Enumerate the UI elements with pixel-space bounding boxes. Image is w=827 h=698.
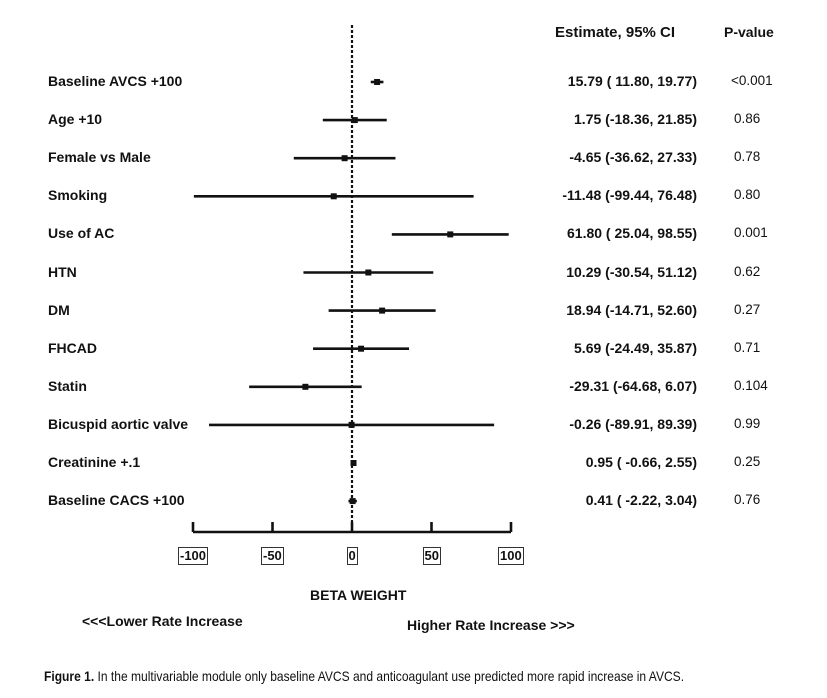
row-label: HTN xyxy=(48,263,77,280)
estimate-ci-value: 10.29 (-30.54, 51.12) xyxy=(566,263,697,280)
caption-text: In the multivariable module only baselin… xyxy=(94,668,685,684)
point-estimate xyxy=(350,460,357,466)
row-label: Baseline AVCS +100 xyxy=(48,73,183,89)
p-value: 0.001 xyxy=(734,225,768,241)
row-label: Age +10 xyxy=(48,111,103,128)
point-estimate xyxy=(348,421,355,428)
p-value: 0.86 xyxy=(734,111,761,127)
p-value: 0.78 xyxy=(734,149,761,165)
pvalue-header: P-value xyxy=(724,24,774,40)
row-label: DM xyxy=(48,301,70,318)
point-estimate xyxy=(358,345,365,352)
point-estimate xyxy=(365,269,372,276)
point-estimate xyxy=(374,79,381,85)
x-tick-label: 0 xyxy=(346,547,358,565)
point-estimate xyxy=(330,193,337,200)
p-value: 0.76 xyxy=(734,492,761,508)
row-label: Bicuspid aortic valve xyxy=(48,415,189,432)
x-tick-label: -100 xyxy=(178,547,209,565)
estimate-ci-value: 1.75 (-18.36, 21.85) xyxy=(574,111,697,128)
estimate-ci-value: 0.95 ( -0.66, 2.55) xyxy=(585,454,697,470)
row-label: Baseline CACS +100 xyxy=(48,492,185,509)
point-estimate xyxy=(447,231,454,238)
point-estimate xyxy=(351,117,358,124)
estimate-ci-value: -0.26 (-89.91, 89.39) xyxy=(569,415,697,432)
figure-caption: Figure 1. In the multivariable module on… xyxy=(44,668,684,684)
point-estimate xyxy=(379,307,386,314)
estimate-ci-value: -4.65 (-36.62, 27.33) xyxy=(569,149,697,166)
point-estimate xyxy=(349,498,356,505)
row-label: Smoking xyxy=(48,187,108,204)
row-label: Statin xyxy=(48,377,87,394)
row-label: FHCAD xyxy=(48,339,97,356)
estimate-ci-value: 18.94 (-14.71, 52.60) xyxy=(566,301,697,318)
estimate-ci-value: 0.41 ( -2.22, 3.04) xyxy=(585,492,697,509)
lower-rate-note: <<<Lower Rate Increase xyxy=(82,613,243,629)
p-value: 0.80 xyxy=(734,187,761,203)
p-value: <0.001 xyxy=(731,73,773,88)
row-label: Creatinine +.1 xyxy=(48,454,141,470)
row-label: Use of AC xyxy=(48,225,115,242)
row-label: Female vs Male xyxy=(48,149,151,166)
estimate-ci-value: 5.69 (-24.49, 35.87) xyxy=(574,339,697,356)
x-tick-label: 50 xyxy=(422,547,441,565)
x-axis-title: BETA WEIGHT xyxy=(310,587,407,603)
p-value: 0.99 xyxy=(734,415,761,431)
p-value: 0.25 xyxy=(734,454,761,469)
p-value: 0.71 xyxy=(734,339,761,355)
x-tick-label: 100 xyxy=(498,547,524,565)
point-estimate xyxy=(302,383,309,390)
estimate-ci-value: 15.79 ( 11.80, 19.77) xyxy=(567,73,697,89)
caption-label: Figure 1. xyxy=(44,668,95,684)
p-value: 0.62 xyxy=(734,263,761,279)
p-value: 0.27 xyxy=(734,301,761,317)
x-tick-label: -50 xyxy=(261,547,284,565)
higher-rate-note: Higher Rate Increase >>> xyxy=(407,617,575,633)
point-estimate xyxy=(341,155,348,162)
estimate-header: Estimate, 95% CI xyxy=(555,24,676,41)
estimate-ci-value: 61.80 ( 25.04, 98.55) xyxy=(567,225,697,242)
p-value: 0.104 xyxy=(734,377,768,393)
estimate-ci-value: -29.31 (-64.68, 6.07) xyxy=(569,377,697,394)
estimate-ci-value: -11.48 (-99.44, 76.48) xyxy=(562,187,697,204)
